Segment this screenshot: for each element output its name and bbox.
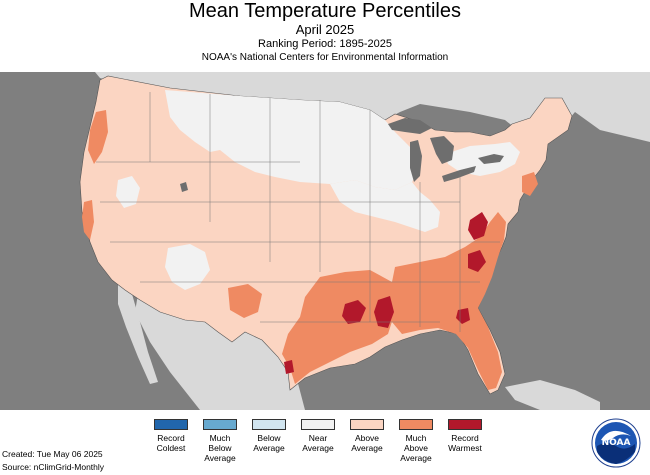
legend-item-much-below: Much Below Average xyxy=(197,419,243,463)
legend-label: Record Warmest xyxy=(448,433,482,453)
legend-swatch xyxy=(252,419,286,430)
noaa-logo-icon: NOAA xyxy=(591,418,641,468)
much-above-california xyxy=(82,200,94,240)
legend-label: Much Below Average xyxy=(204,433,236,463)
much-above-texas-west xyxy=(228,284,262,318)
ranking-period: Ranking Period: 1895-2025 xyxy=(258,38,392,50)
state-boundaries xyxy=(96,92,500,332)
noaa-logo-svg: NOAA xyxy=(591,418,641,468)
agency-line: NOAA's National Centers for Environmenta… xyxy=(201,52,449,63)
legend-label: Near Average xyxy=(302,433,334,453)
legend-swatch xyxy=(203,419,237,430)
canada-region xyxy=(95,72,650,144)
lake-superior xyxy=(388,118,432,134)
map-svg xyxy=(79,72,650,410)
legend-swatch xyxy=(350,419,384,430)
legend-item-near: Near Average xyxy=(295,419,341,453)
record-warmest-alabama xyxy=(374,296,394,328)
near-average-north xyxy=(165,90,420,190)
legend-label: Much Above Average xyxy=(400,433,432,463)
legend-swatch xyxy=(154,419,188,430)
lake-michigan xyxy=(410,140,422,182)
baja-region xyxy=(118,284,158,384)
record-warmest-mississippi xyxy=(342,300,366,324)
near-average-nevada xyxy=(116,176,140,208)
legend-label: Record Coldest xyxy=(156,433,186,453)
legend-label: Below Average xyxy=(253,433,285,453)
svg-text:NOAA: NOAA xyxy=(602,438,631,448)
legend-item-above: Above Average xyxy=(344,419,390,453)
record-warmest-texas xyxy=(284,360,294,374)
legend-swatch xyxy=(301,419,335,430)
lake-huron xyxy=(430,136,454,164)
lake-erie xyxy=(442,166,476,182)
legend-label: Above Average xyxy=(351,433,383,453)
legend-item-much-above: Much Above Average xyxy=(393,419,439,463)
map-subtitle: April 2025 xyxy=(295,22,355,37)
legend-item-record-warmest: Record Warmest xyxy=(442,419,488,453)
near-average-midwest xyxy=(330,180,440,232)
legend: Record Coldest Much Below Average Below … xyxy=(148,419,488,473)
map-title: Mean Temperature Percentiles xyxy=(189,0,461,22)
record-warmest-carolinas xyxy=(468,250,486,272)
cuba-region xyxy=(505,380,600,410)
legend-item-below: Below Average xyxy=(246,419,292,453)
much-above-northeast-coast xyxy=(522,172,538,196)
us-temperature-map xyxy=(0,72,650,410)
record-warmest-georgia xyxy=(456,308,470,324)
much-above-pacific-nw xyxy=(88,110,108,164)
created-date: Created: Tue May 06 2025 xyxy=(2,449,103,459)
data-source: Source: nClimGrid-Monthly xyxy=(2,462,105,472)
legend-swatch xyxy=(448,419,482,430)
great-salt-lake xyxy=(180,182,188,192)
much-above-gulf xyxy=(282,270,395,384)
legend-item-record-coldest: Record Coldest xyxy=(148,419,194,453)
record-warmest-virginia xyxy=(468,212,488,240)
lake-ontario xyxy=(478,154,504,164)
legend-swatch xyxy=(399,419,433,430)
near-average-southwest xyxy=(165,244,210,290)
